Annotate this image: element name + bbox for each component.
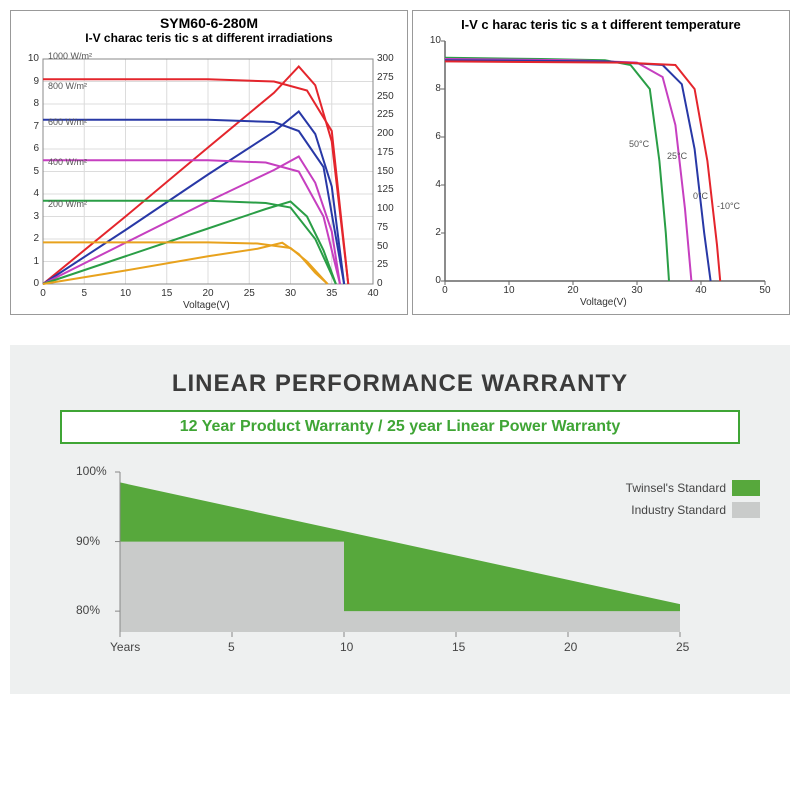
chart1-x-label: Voltage(V) [183,300,230,311]
chart2-y-tick: 10 [421,35,441,46]
warranty-y-tick: 100% [76,464,107,478]
warranty-legend-label: Industry Standard [631,503,726,517]
warranty-chart: 100% 90% 80% Years 5 10 15 20 25 Twinsel's Standa… [70,464,770,674]
chart1-y2-tick: 175 [377,147,407,158]
chart1-y-tick: 8 [19,98,39,109]
warranty-x-tick: 5 [228,640,235,654]
chart1-x-tick: 10 [116,288,136,299]
warranty-x-tick: Years [110,640,140,654]
chart1-y-tick: 5 [19,166,39,177]
chart2-plot [413,11,793,316]
warranty-legend-item: Industry Standard [631,502,760,518]
chart2-y-tick: 8 [421,83,441,94]
warranty-x-tick: 15 [452,640,465,654]
warranty-legend-swatch [732,480,760,496]
chart2-series-label: 50°C [629,139,649,149]
warranty-subtitle: 12 Year Product Warranty / 25 year Linea… [180,418,620,435]
chart1-y-tick: 3 [19,211,39,222]
chart1-y2-tick: 250 [377,91,407,102]
chart1-y-tick: 6 [19,143,39,154]
chart1-y2-tick: 25 [377,259,407,270]
chart2-x-label: Voltage(V) [580,297,627,308]
chart1-y-tick: 7 [19,121,39,132]
chart1-series-label: 200 W/m² [48,199,87,209]
chart1-x-tick: 35 [322,288,342,299]
chart1-x-tick: 30 [281,288,301,299]
chart1-series-label: 400 W/m² [48,157,87,167]
chart1-x-tick: 5 [74,288,94,299]
chart1-y-tick: 4 [19,188,39,199]
chart2-y-tick: 6 [421,131,441,142]
chart1-y2-tick: 200 [377,128,407,139]
chart1-x-tick: 40 [363,288,383,299]
chart1-series-label: 1000 W/m² [48,51,92,61]
chart1-x-tick: 20 [198,288,218,299]
warranty-title: LINEAR PERFORMANCE WARRANTY [30,370,770,398]
chart1-y2-tick: 300 [377,53,407,64]
chart2-y-tick: 4 [421,179,441,190]
chart2-series-label: 0°C [693,191,708,201]
warranty-y-tick: 90% [76,534,100,548]
warranty-x-tick: 20 [564,640,577,654]
warranty-legend-label: Twinsel's Standard [626,481,726,495]
warranty-subtitle-box: 12 Year Product Warranty / 25 year Linea… [60,410,740,444]
chart2-x-tick: 40 [691,285,711,296]
warranty-legend-item: Twinsel's Standard [626,480,760,496]
chart1-y-tick: 9 [19,76,39,87]
warranty-y-tick: 80% [76,603,100,617]
chart2-x-tick: 0 [435,285,455,296]
chart1-y2-tick: 275 [377,72,407,83]
chart1-y-tick: 2 [19,233,39,244]
chart1-y2-tick: 50 [377,241,407,252]
warranty-section: LINEAR PERFORMANCE WARRANTY 12 Year Prod… [10,345,790,694]
chart1-series-label: 800 W/m² [48,81,87,91]
chart1-x-tick: 0 [33,288,53,299]
chart1-y2-tick: 150 [377,166,407,177]
chart1-x-tick: 25 [239,288,259,299]
chart1-y2-tick: 225 [377,109,407,120]
chart1-y-tick: 1 [19,256,39,267]
warranty-x-tick: 25 [676,640,689,654]
chart1-series-label: 600 W/m² [48,117,87,127]
warranty-legend-swatch [732,502,760,518]
chart2-x-tick: 10 [499,285,519,296]
chart2-x-tick: 30 [627,285,647,296]
chart1-y2-tick: 125 [377,184,407,195]
chart2-series-label: 25°C [667,151,687,161]
chart2-series-label: -10°C [717,201,740,211]
chart1-y2-tick: 100 [377,203,407,214]
chart1-y2-tick: 75 [377,222,407,233]
chart2-y-tick: 2 [421,227,441,238]
chart2-x-tick: 20 [563,285,583,296]
chart1-y-tick: 10 [19,53,39,64]
iv-irradiation-chart: SYM60-6-280M I-V charac teris tic s at d… [10,10,408,315]
chart2-x-tick: 50 [755,285,775,296]
iv-temperature-chart: I-V c harac teris tic s a t different te… [412,10,790,315]
chart1-x-tick: 15 [157,288,177,299]
warranty-x-tick: 10 [340,640,353,654]
